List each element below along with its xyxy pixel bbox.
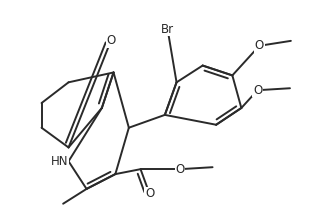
Text: O: O [253,84,262,97]
Text: O: O [145,187,154,200]
Text: O: O [255,39,264,52]
Text: Br: Br [161,23,174,36]
Text: HN: HN [51,155,69,168]
Text: O: O [106,34,115,47]
Text: O: O [176,163,185,176]
